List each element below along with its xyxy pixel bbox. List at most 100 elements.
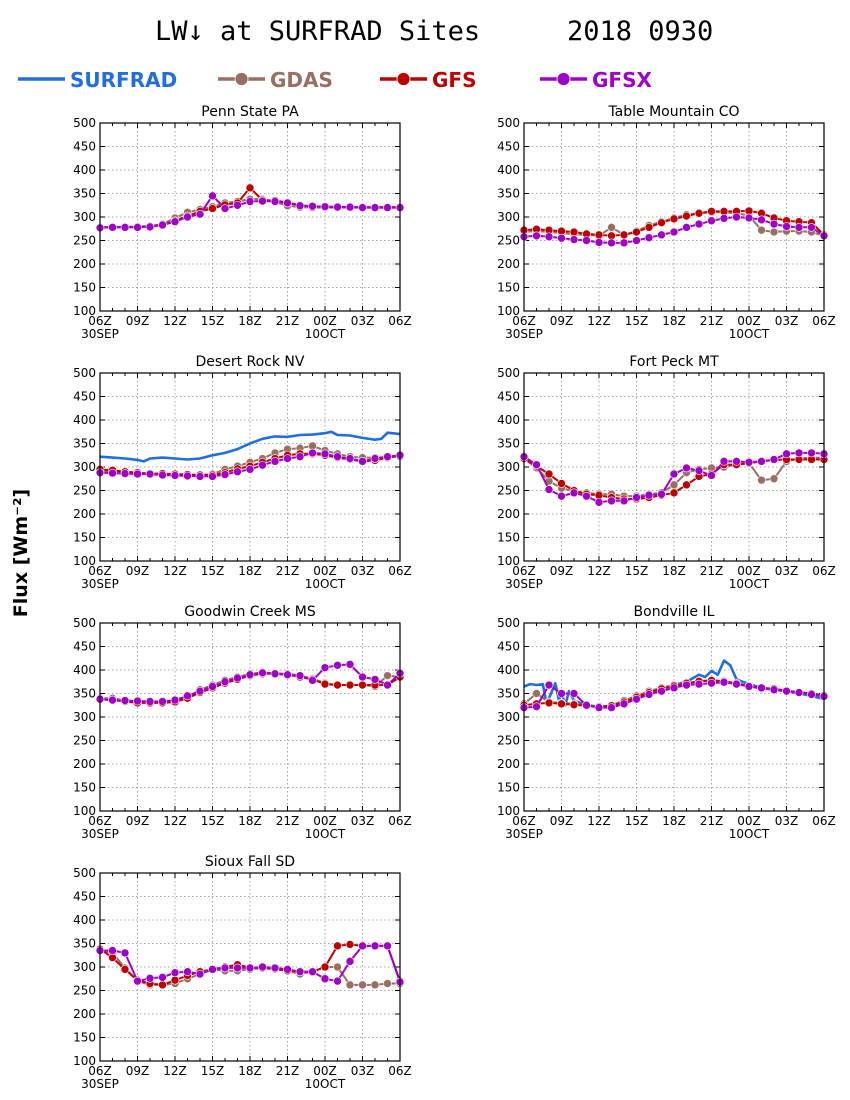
point-gfsx	[358, 672, 367, 682]
point-gfs	[320, 962, 330, 972]
x-tick-label: 12Z	[587, 314, 611, 328]
y-tick-label: 500	[497, 116, 520, 130]
y-tick-label: 350	[73, 187, 96, 201]
point-gfsx	[682, 463, 691, 473]
figure-date: 2018 0930	[567, 16, 713, 47]
point-gfsx	[308, 676, 317, 685]
x-tick-label: 18Z	[662, 814, 686, 828]
point-gfs	[694, 208, 704, 218]
point-gfsx	[133, 469, 142, 479]
point-gdas	[769, 227, 779, 237]
point-gfsx	[345, 660, 355, 669]
x-tick-label: 09Z	[550, 814, 574, 828]
panel-title: Sioux Fall SD	[205, 854, 295, 870]
point-gfsx	[270, 669, 280, 679]
y-tick-label: 100	[73, 1054, 96, 1068]
point-gfsx	[183, 471, 192, 481]
y-tick-label: 150	[73, 281, 96, 295]
plot-frame	[99, 872, 401, 1062]
point-gfsx	[657, 230, 666, 240]
x-tick-label: 21Z	[700, 564, 724, 578]
point-gfsx	[532, 460, 541, 469]
x-tick-label: 09Z	[126, 1064, 150, 1078]
point-gfsx	[719, 214, 729, 223]
y-tick-label: 100	[497, 304, 520, 318]
point-gfsx	[532, 702, 541, 711]
y-tick-label: 400	[73, 163, 96, 177]
x-date-label: 30SEP	[81, 577, 119, 591]
y-tick-label: 150	[73, 781, 96, 795]
y-tick-label: 400	[73, 913, 96, 927]
y-tick-label: 400	[73, 413, 96, 427]
point-gfsx	[669, 683, 679, 693]
point-gfs	[669, 488, 679, 498]
point-gfs	[632, 227, 641, 237]
point-gfsx	[283, 198, 292, 208]
plot-frame	[523, 372, 825, 562]
point-gfsx	[544, 485, 554, 494]
point-gfsx	[757, 215, 766, 225]
x-date-label: 30SEP	[81, 827, 119, 841]
point-gfsx	[158, 973, 167, 982]
point-gfsx	[133, 223, 142, 232]
point-gfs	[682, 480, 691, 490]
y-tick-label: 300	[73, 960, 96, 974]
point-gfsx	[782, 449, 791, 459]
point-gfsx	[158, 470, 167, 480]
point-gfsx	[358, 941, 367, 951]
point-gfsx	[245, 963, 255, 973]
y-tick-label: 450	[73, 890, 96, 904]
x-tick-label: 21Z	[700, 814, 724, 828]
y-tick-label: 100	[73, 804, 96, 818]
point-gfsx	[807, 448, 816, 458]
point-gfs	[208, 204, 217, 213]
legend-marker-gdas	[234, 72, 249, 86]
point-gfsx	[145, 222, 155, 232]
point-gfsx	[233, 467, 242, 477]
point-gfsx	[183, 691, 192, 701]
x-date-label: 30SEP	[505, 827, 543, 841]
point-gfsx	[208, 965, 217, 974]
point-gfs	[569, 700, 579, 710]
point-gfsx	[158, 220, 167, 230]
point-gfs	[345, 940, 355, 949]
legend-label-gfsx: GFSX	[592, 68, 652, 92]
point-gfsx	[669, 469, 679, 479]
x-tick-label: 12Z	[163, 564, 187, 578]
point-gfsx	[208, 472, 217, 481]
point-gfsx	[694, 679, 704, 689]
y-tick-label: 100	[497, 554, 520, 568]
point-gfs	[158, 980, 167, 990]
point-gdas	[607, 223, 616, 232]
x-tick-label: 06Z	[388, 814, 412, 828]
y-tick-label: 350	[497, 687, 520, 701]
plot-frame	[99, 372, 401, 562]
y-tick-label: 250	[497, 234, 520, 248]
point-gfsx	[557, 491, 566, 501]
point-gfsx	[594, 703, 604, 712]
point-gfsx	[145, 973, 155, 983]
point-gfsx	[295, 967, 305, 977]
point-gfsx	[669, 227, 679, 237]
y-tick-label: 250	[73, 234, 96, 248]
point-gfsx	[383, 680, 392, 690]
y-tick-label: 450	[497, 140, 520, 154]
point-gdas	[358, 980, 367, 990]
legend: SURFRAD GDAS GFS GFSX	[18, 68, 652, 92]
point-gfsx	[233, 963, 242, 973]
point-gfsx	[557, 689, 566, 698]
point-gfsx	[108, 223, 117, 232]
point-gfsx	[794, 223, 804, 232]
point-gfsx	[719, 457, 729, 466]
plot-frame	[523, 122, 825, 312]
point-gfsx	[607, 703, 616, 712]
point-gfsx	[320, 663, 330, 672]
point-gfsx	[108, 946, 117, 955]
point-gfs	[120, 965, 130, 974]
x-tick-label: 18Z	[238, 1064, 262, 1078]
legend-label-surfrad: SURFRAD	[70, 68, 177, 92]
point-gfsx	[657, 686, 666, 696]
point-gfsx	[582, 236, 591, 245]
point-gfsx	[308, 967, 317, 977]
